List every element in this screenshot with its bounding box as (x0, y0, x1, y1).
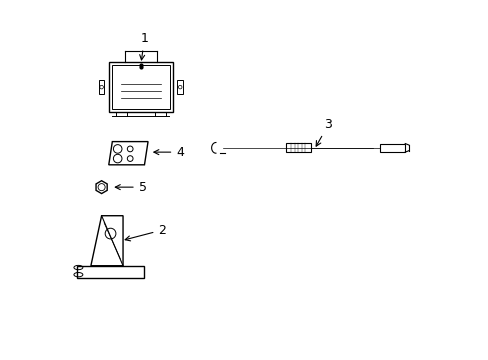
Text: 3: 3 (316, 118, 332, 146)
Text: 2: 2 (125, 224, 166, 241)
Text: 4: 4 (154, 146, 184, 159)
Text: 5: 5 (115, 181, 146, 194)
Text: 1: 1 (140, 32, 148, 60)
